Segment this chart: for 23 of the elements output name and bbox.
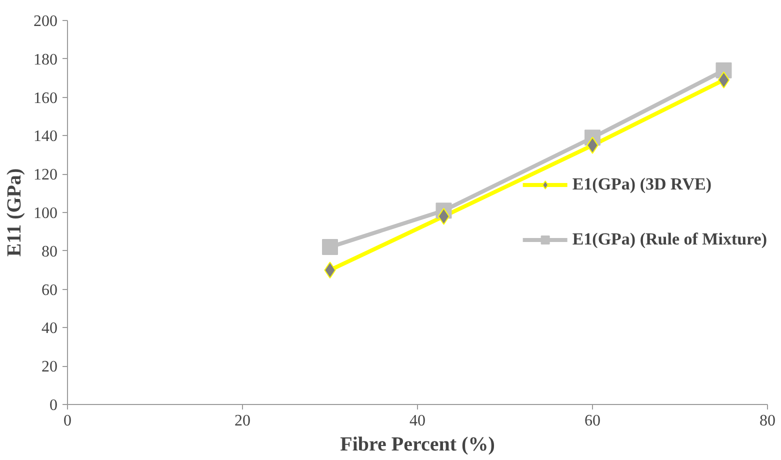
x-tick-label: 20 xyxy=(234,412,250,430)
y-tick-label: 80 xyxy=(42,243,58,260)
y-tick-label: 0 xyxy=(50,397,58,414)
y-tick-label: 200 xyxy=(34,13,58,30)
x-tick-label: 60 xyxy=(584,412,600,430)
legend-label: E1(GPa) (Rule of Mixture) xyxy=(572,230,767,250)
legend-label: E1(GPa) (3D RVE) xyxy=(572,174,712,194)
x-tick-label: 80 xyxy=(760,412,776,430)
y-tick-label: 160 xyxy=(34,90,58,107)
y-tick-label: 60 xyxy=(42,282,58,299)
point xyxy=(438,208,450,225)
y-tick-label: 100 xyxy=(34,205,58,222)
y-tick-label: 140 xyxy=(34,128,58,146)
x-tick-label: 0 xyxy=(64,412,72,430)
x-axis-title: Fibre Percent (%) xyxy=(340,434,495,456)
point xyxy=(322,239,338,256)
y-axis-title: E11 (GPa) xyxy=(4,168,26,257)
y-tick-label: 120 xyxy=(34,166,58,184)
x-tick-label: 40 xyxy=(410,412,426,430)
point xyxy=(718,72,730,89)
y-tick-label: 40 xyxy=(42,320,58,338)
y-tick-label: 180 xyxy=(34,51,58,68)
y-tick-label: 20 xyxy=(42,358,58,376)
